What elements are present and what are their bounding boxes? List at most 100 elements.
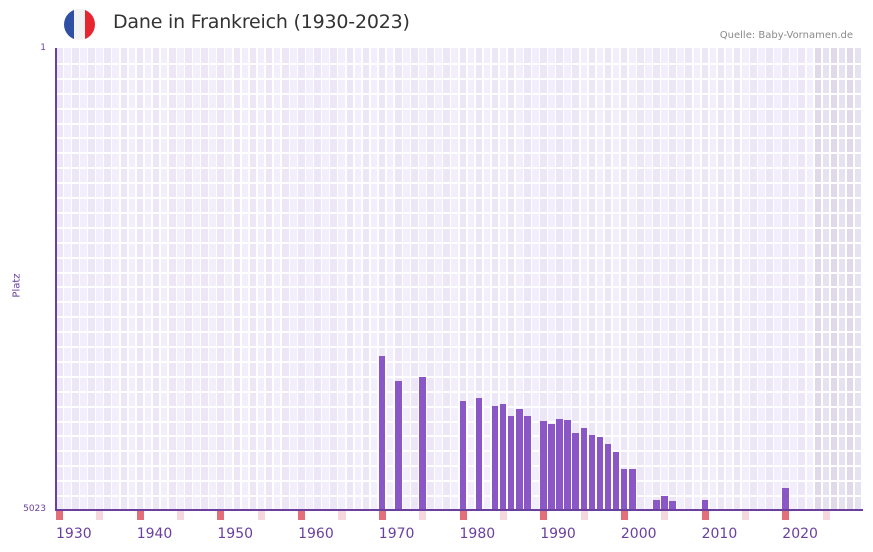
grid-column (653, 48, 660, 510)
grid-column (806, 48, 814, 510)
x-tick-label: 1990 (540, 526, 576, 542)
bar-1993[interactable] (564, 419, 571, 510)
bar-1980[interactable] (459, 401, 467, 510)
grid-column (491, 48, 499, 510)
grid-column (467, 48, 475, 510)
plot-area (56, 48, 863, 510)
bar-2006[interactable] (669, 500, 676, 510)
bar-1992[interactable] (556, 418, 563, 510)
grid-column (451, 48, 458, 510)
y-axis-label: Platz (11, 273, 23, 298)
bar-1970[interactable] (378, 356, 386, 510)
bar-2001[interactable] (628, 469, 636, 510)
bar-1975[interactable] (419, 377, 426, 510)
grid-column (645, 48, 652, 510)
y-tick-bottom: 5023 (23, 504, 46, 514)
grid-column (564, 48, 571, 510)
grid-column (733, 48, 741, 510)
grid-column (80, 48, 87, 510)
grid-column (193, 48, 200, 510)
x-tick-label: 1980 (459, 526, 496, 542)
grid-row-line (56, 167, 863, 170)
grid-column (790, 48, 797, 510)
grid-row-line (56, 211, 863, 214)
grid-row-line (56, 360, 863, 363)
grid-column (838, 48, 846, 510)
grid-column (144, 48, 152, 510)
chart-title: Dane in Frankreich (1930-2023) (113, 11, 410, 33)
grid-column (168, 48, 176, 510)
grid-row-line (56, 182, 863, 185)
grid-column (701, 48, 709, 510)
decade-marker (378, 511, 386, 520)
grid-column (766, 48, 773, 510)
grid-row-line (56, 331, 863, 334)
bar-1988[interactable] (524, 415, 531, 510)
half-decade-marker (177, 511, 185, 520)
x-tick-label: 2010 (701, 526, 738, 542)
bar-1996[interactable] (588, 435, 596, 510)
bar-1999[interactable] (612, 451, 620, 510)
grid-column (281, 48, 289, 510)
grid-row-line (56, 122, 863, 125)
bar-2010[interactable] (701, 499, 709, 510)
grid-column (717, 48, 725, 510)
grid-row-line (56, 390, 863, 393)
grid-column (499, 48, 507, 510)
bar-1972[interactable] (394, 380, 402, 510)
grid-column (209, 48, 216, 510)
grid-column (524, 48, 531, 510)
x-tick-label: 1960 (298, 526, 334, 542)
bar-1986[interactable] (507, 415, 515, 510)
grid-column (483, 48, 491, 510)
grid-column (322, 48, 329, 510)
half-decade-marker (580, 511, 588, 520)
decade-marker (540, 511, 548, 520)
bar-1991[interactable] (548, 424, 555, 510)
grid-row-line (56, 152, 863, 155)
grid-row-line (56, 301, 863, 304)
grid-row-line (56, 107, 863, 110)
grid-column (346, 48, 354, 510)
grid-column (741, 48, 749, 510)
grid-row-line (56, 77, 863, 80)
grid-column (112, 48, 120, 510)
bar-2020[interactable] (782, 487, 789, 510)
bar-1990[interactable] (540, 420, 547, 510)
grid-column (88, 48, 95, 510)
grid-column (386, 48, 394, 510)
grid-column (580, 48, 588, 510)
grid-column (532, 48, 539, 510)
bar-2005[interactable] (661, 495, 668, 510)
grid-column (354, 48, 362, 510)
grid-column (185, 48, 192, 510)
half-decade-marker (499, 511, 507, 520)
bar-1987[interactable] (515, 409, 523, 510)
bar-1994[interactable] (572, 433, 580, 510)
grid-column (314, 48, 321, 510)
decade-marker (459, 511, 467, 520)
grid-row-line (56, 256, 863, 259)
grid-column (830, 48, 838, 510)
grid-column (604, 48, 612, 510)
grid-column (693, 48, 701, 510)
grid-column (628, 48, 636, 510)
grid-column (217, 48, 224, 510)
grid-column (709, 48, 717, 510)
bar-1998[interactable] (604, 444, 612, 510)
grid-column (104, 48, 111, 510)
grid-row-line (56, 92, 863, 95)
bar-1995[interactable] (580, 427, 588, 510)
bar-1997[interactable] (596, 437, 604, 510)
grid-column (515, 48, 523, 510)
bar-1982[interactable] (475, 398, 483, 510)
grid-column (556, 48, 563, 510)
grid-column (378, 48, 386, 510)
grid-column (846, 48, 854, 510)
bar-1985[interactable] (499, 403, 507, 510)
half-decade-marker (96, 511, 104, 520)
bar-1984[interactable] (491, 405, 499, 510)
bar-2004[interactable] (653, 499, 660, 510)
grid-column (64, 48, 71, 510)
bar-2000[interactable] (620, 469, 628, 510)
